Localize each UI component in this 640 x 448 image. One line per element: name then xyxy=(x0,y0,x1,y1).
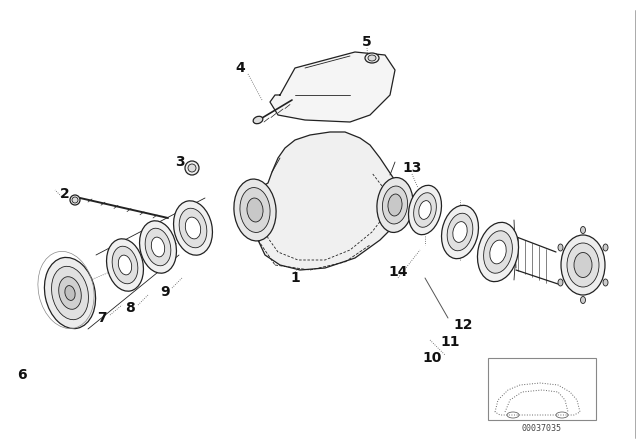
Polygon shape xyxy=(270,52,395,122)
Ellipse shape xyxy=(145,228,171,266)
Text: 11: 11 xyxy=(440,335,460,349)
Ellipse shape xyxy=(377,177,413,233)
Text: 3: 3 xyxy=(175,155,185,169)
Ellipse shape xyxy=(118,255,132,275)
Ellipse shape xyxy=(580,297,586,303)
Ellipse shape xyxy=(558,244,563,251)
Ellipse shape xyxy=(151,237,164,257)
Ellipse shape xyxy=(447,213,473,251)
Text: 9: 9 xyxy=(160,285,170,299)
Ellipse shape xyxy=(59,277,81,309)
Ellipse shape xyxy=(140,221,177,273)
Ellipse shape xyxy=(188,164,196,172)
Text: 13: 13 xyxy=(403,161,422,175)
Text: 6: 6 xyxy=(17,368,27,382)
Ellipse shape xyxy=(185,161,199,175)
Text: 7: 7 xyxy=(97,311,107,325)
Ellipse shape xyxy=(558,279,563,286)
Ellipse shape xyxy=(112,246,138,284)
Ellipse shape xyxy=(106,239,143,291)
Ellipse shape xyxy=(484,231,513,273)
Ellipse shape xyxy=(247,198,263,222)
Ellipse shape xyxy=(603,244,608,251)
Ellipse shape xyxy=(173,201,212,255)
Ellipse shape xyxy=(72,197,78,203)
Bar xyxy=(488,358,596,420)
Ellipse shape xyxy=(44,258,95,328)
Ellipse shape xyxy=(388,194,402,216)
Ellipse shape xyxy=(603,279,608,286)
Ellipse shape xyxy=(383,186,408,224)
Ellipse shape xyxy=(70,195,80,205)
Ellipse shape xyxy=(368,55,376,61)
Ellipse shape xyxy=(442,205,479,258)
Ellipse shape xyxy=(453,222,467,242)
Text: 14: 14 xyxy=(388,265,408,279)
Ellipse shape xyxy=(580,227,586,233)
Text: 00037035: 00037035 xyxy=(522,423,562,432)
Text: 5: 5 xyxy=(362,35,372,49)
Text: 12: 12 xyxy=(453,318,473,332)
Ellipse shape xyxy=(490,240,506,264)
Ellipse shape xyxy=(52,266,88,320)
Text: 2: 2 xyxy=(60,187,70,201)
Text: 8: 8 xyxy=(125,301,135,315)
Ellipse shape xyxy=(419,201,431,220)
Ellipse shape xyxy=(253,116,263,124)
Ellipse shape xyxy=(186,217,201,239)
Text: 1: 1 xyxy=(290,271,300,285)
Ellipse shape xyxy=(574,253,592,277)
Ellipse shape xyxy=(365,53,379,63)
Ellipse shape xyxy=(240,188,270,233)
Ellipse shape xyxy=(65,285,75,301)
Polygon shape xyxy=(248,132,402,270)
Ellipse shape xyxy=(561,235,605,295)
Ellipse shape xyxy=(477,222,518,282)
Ellipse shape xyxy=(567,243,599,287)
Ellipse shape xyxy=(234,179,276,241)
Text: 4: 4 xyxy=(235,61,245,75)
Text: 10: 10 xyxy=(422,351,442,365)
Ellipse shape xyxy=(408,185,442,235)
Ellipse shape xyxy=(179,208,207,248)
Ellipse shape xyxy=(413,193,436,227)
